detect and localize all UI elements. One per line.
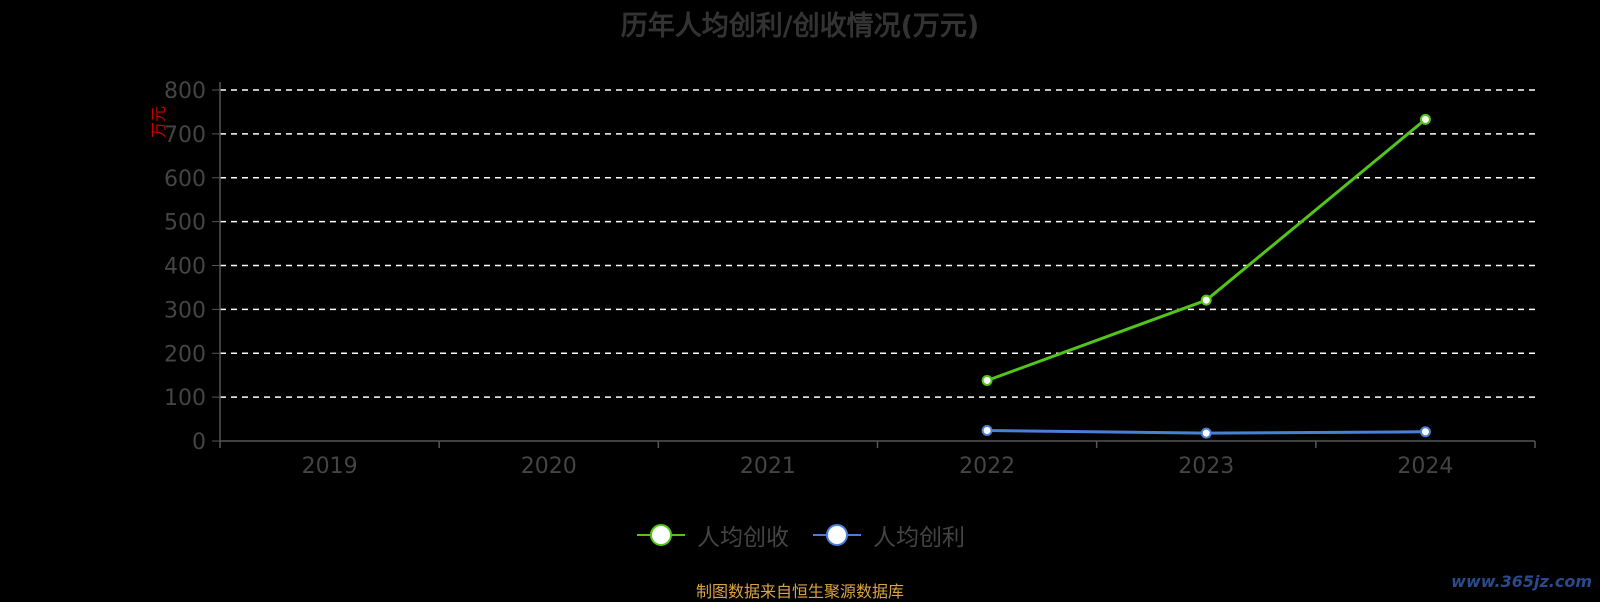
legend-label-profit: 人均创利 [873, 525, 965, 551]
y-tick-label: 600 [164, 167, 206, 192]
series-line-0 [986, 118, 1427, 382]
y-tick-label: 500 [164, 211, 206, 236]
y-tick-label: 300 [164, 298, 206, 323]
x-tick-label: 2023 [1178, 454, 1234, 479]
y-tick-label: 700 [164, 123, 206, 148]
y-tick-label: 400 [164, 255, 206, 280]
y-tick-label: 200 [164, 342, 206, 367]
data-point [1200, 294, 1212, 306]
data-point [981, 374, 993, 386]
x-tick-label: 2020 [521, 454, 577, 479]
watermark: www.365jz.com [1451, 572, 1592, 591]
data-point [981, 424, 993, 436]
legend-label-revenue: 人均创收 [697, 525, 789, 551]
data-point [1200, 427, 1212, 439]
grid-lines [220, 89, 1535, 398]
x-tick-label: 2022 [959, 454, 1015, 479]
legend-marker-revenue-icon [637, 524, 685, 546]
legend-item-profit[interactable]: 人均创利 [811, 518, 965, 552]
data-point [1419, 426, 1431, 438]
x-tick-label: 2024 [1397, 454, 1453, 479]
x-tick-label: 2021 [740, 454, 796, 479]
chart-title: 历年人均创利/创收情况(万元) [620, 11, 980, 42]
legend-marker-profit-icon [813, 524, 861, 546]
x-tick-label: 2019 [302, 454, 358, 479]
data-point [1419, 113, 1431, 125]
source-note: 制图数据来自恒生聚源数据库 [695, 582, 904, 601]
legend: 人均创收 人均创利 [0, 518, 1600, 552]
y-tick-label: 0 [192, 430, 206, 455]
axes: 0 100 200 300 400 500 600 700 800 2019 2020 2021 202… [164, 79, 1536, 479]
y-tick-label: 100 [164, 386, 206, 411]
y-axis-label: 万元 [149, 106, 168, 138]
legend-item-revenue[interactable]: 人均创收 [635, 518, 789, 552]
series-lines [981, 113, 1431, 439]
y-tick-label: 800 [164, 79, 206, 104]
